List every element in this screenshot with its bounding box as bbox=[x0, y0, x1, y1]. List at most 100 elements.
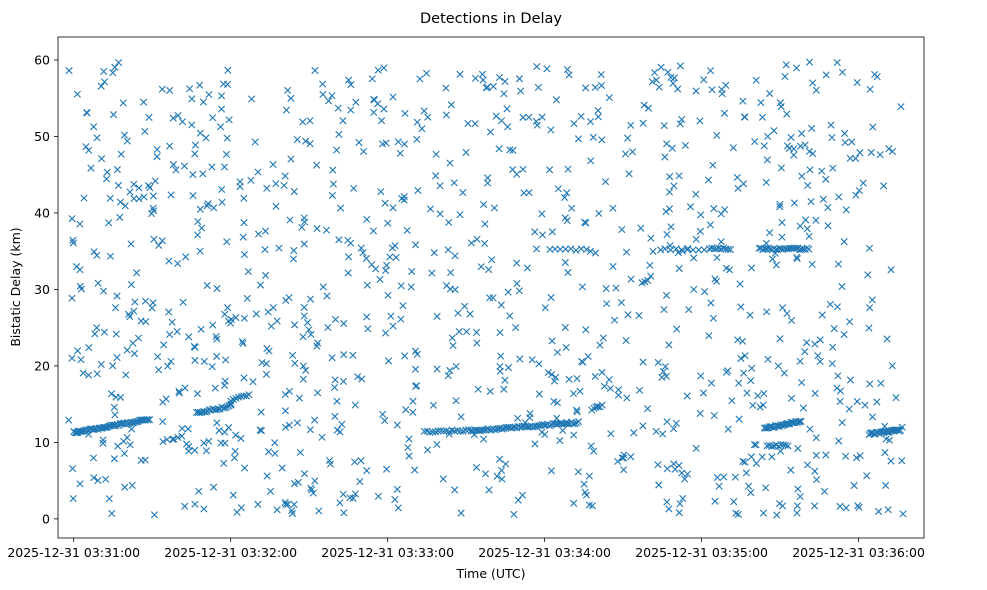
data-point bbox=[166, 86, 174, 95]
data-point bbox=[647, 272, 655, 280]
data-point bbox=[683, 392, 691, 400]
data-point bbox=[739, 180, 748, 188]
data-point bbox=[695, 246, 703, 254]
data-point bbox=[82, 143, 90, 151]
data-point bbox=[386, 253, 394, 261]
data-point bbox=[364, 325, 372, 333]
data-point bbox=[107, 390, 116, 398]
data-point bbox=[213, 335, 221, 343]
data-point bbox=[221, 428, 229, 436]
data-point bbox=[93, 324, 101, 332]
y-axis: 0 10 20 30 40 50 60 bbox=[34, 52, 58, 526]
data-point bbox=[736, 280, 744, 288]
data-point bbox=[637, 224, 645, 232]
data-point bbox=[747, 376, 755, 385]
data-point bbox=[885, 436, 894, 444]
data-point bbox=[763, 156, 771, 164]
data-point bbox=[236, 183, 244, 191]
data-point bbox=[497, 466, 506, 474]
x-tick-label: 2025-12-31 03:35:00 bbox=[635, 545, 768, 560]
data-point bbox=[590, 447, 598, 455]
data-point bbox=[205, 437, 213, 445]
data-point bbox=[735, 415, 743, 423]
data-point bbox=[729, 144, 737, 152]
data-point bbox=[325, 456, 334, 465]
data-point bbox=[191, 150, 199, 158]
data-point bbox=[504, 364, 513, 372]
data-point bbox=[200, 439, 208, 447]
data-point bbox=[722, 264, 730, 272]
x-tick-label: 2025-12-31 03:36:00 bbox=[792, 545, 925, 560]
data-point bbox=[562, 344, 570, 352]
data-point bbox=[240, 374, 248, 382]
data-point bbox=[101, 423, 109, 431]
data-point bbox=[814, 352, 822, 360]
data-point bbox=[715, 482, 723, 490]
data-point bbox=[627, 453, 635, 461]
data-point bbox=[220, 381, 229, 389]
data-point bbox=[355, 138, 363, 147]
data-point bbox=[581, 218, 589, 226]
data-point bbox=[674, 85, 682, 93]
data-point bbox=[382, 465, 391, 473]
data-point bbox=[811, 389, 819, 397]
data-point bbox=[553, 414, 561, 422]
data-point bbox=[442, 111, 450, 119]
data-point bbox=[220, 163, 229, 171]
data-point bbox=[741, 458, 749, 466]
data-point bbox=[485, 486, 493, 494]
data-point bbox=[842, 504, 850, 512]
data-point bbox=[311, 477, 319, 485]
data-point bbox=[298, 223, 306, 231]
data-point bbox=[422, 69, 431, 77]
data-point bbox=[426, 428, 434, 436]
data-point bbox=[519, 165, 527, 173]
data-point bbox=[363, 467, 371, 475]
data-point bbox=[209, 483, 218, 491]
data-point bbox=[663, 465, 671, 473]
data-point bbox=[196, 81, 204, 89]
data-point bbox=[665, 205, 674, 213]
data-point bbox=[126, 313, 134, 321]
y-tick-label: 10 bbox=[34, 435, 50, 450]
data-point bbox=[840, 330, 848, 339]
data-point bbox=[131, 418, 140, 426]
data-point bbox=[639, 358, 647, 366]
data-point bbox=[701, 288, 709, 296]
data-point bbox=[515, 287, 524, 295]
data-point bbox=[122, 371, 130, 379]
data-point bbox=[594, 403, 602, 411]
data-point bbox=[547, 467, 556, 475]
data-point bbox=[193, 231, 202, 239]
data-point bbox=[164, 362, 172, 370]
data-point bbox=[114, 181, 123, 189]
data-point bbox=[621, 150, 630, 158]
data-point bbox=[394, 138, 402, 146]
data-point bbox=[158, 237, 166, 245]
data-point bbox=[673, 325, 681, 333]
data-point bbox=[175, 387, 183, 395]
data-point bbox=[834, 372, 842, 380]
data-point bbox=[180, 162, 189, 170]
data-point bbox=[106, 194, 114, 202]
data-point bbox=[213, 419, 221, 427]
data-point bbox=[538, 231, 547, 239]
data-point bbox=[728, 397, 736, 405]
data-point bbox=[662, 291, 671, 299]
data-point bbox=[167, 357, 175, 365]
data-point bbox=[846, 154, 854, 162]
data-point bbox=[114, 442, 122, 450]
data-point bbox=[159, 417, 167, 426]
data-point bbox=[413, 118, 421, 126]
data-point bbox=[853, 397, 861, 406]
data-point bbox=[414, 186, 422, 195]
data-point bbox=[717, 238, 725, 246]
data-point bbox=[160, 341, 168, 349]
data-point bbox=[796, 492, 804, 501]
data-point bbox=[229, 491, 237, 499]
data-point bbox=[351, 401, 359, 409]
data-point bbox=[155, 241, 163, 249]
data-point bbox=[203, 202, 211, 210]
data-point bbox=[612, 284, 620, 292]
